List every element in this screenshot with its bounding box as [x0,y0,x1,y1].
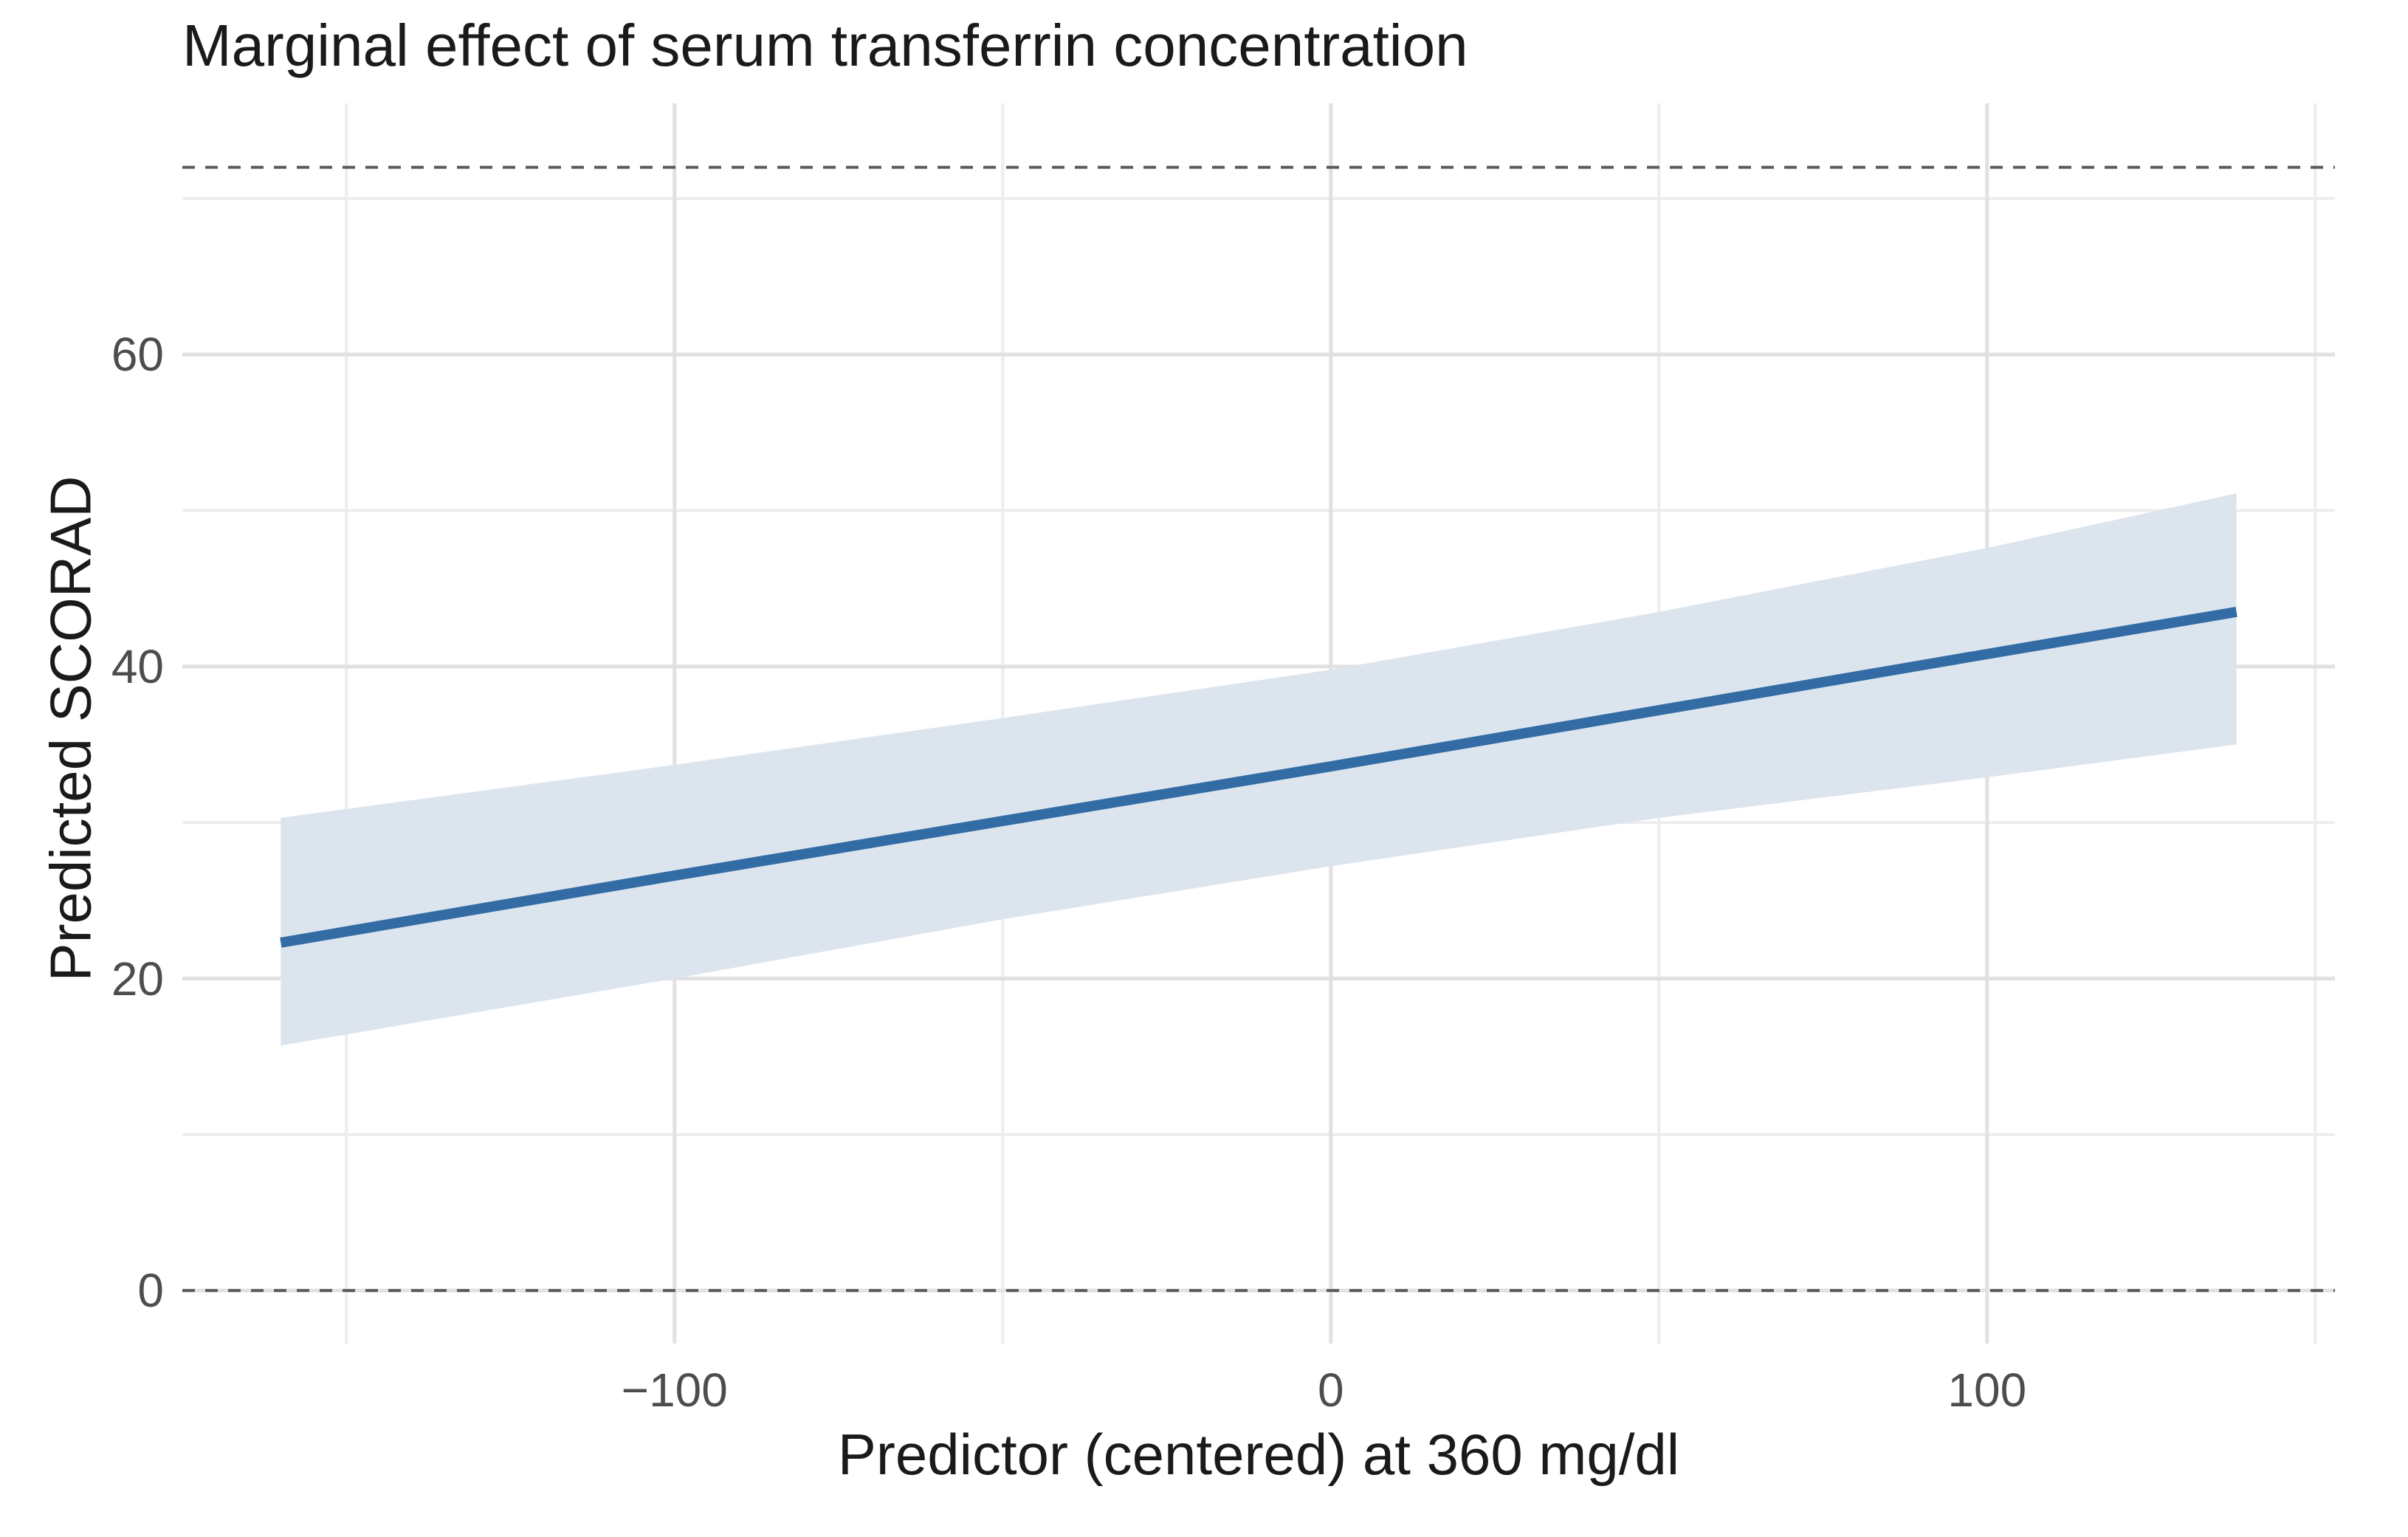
fitted-line [280,607,2237,948]
x-tick-label: 100 [1947,1364,2027,1417]
plot-panel [182,103,2335,1344]
y-axis-title: Predicted SCORAD [38,475,103,982]
y-tick-label: 60 [111,328,164,382]
confidence-ribbon [281,493,2237,1046]
chart-title: Marginal effect of serum transferrin con… [182,13,1468,78]
x-axis-title: Predictor (centered) at 360 mg/dl [837,1422,1680,1487]
y-tick-label: 0 [137,1264,164,1318]
y-tick-label: 40 [111,639,164,693]
x-tick-label: 0 [1317,1364,1344,1417]
x-tick-label: −100 [621,1364,728,1417]
y-tick-label: 20 [111,952,164,1005]
